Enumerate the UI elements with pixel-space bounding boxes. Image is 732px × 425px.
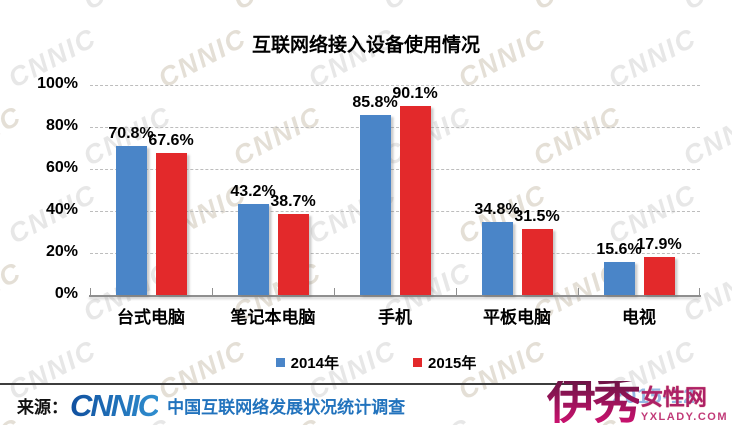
legend-swatch [275, 357, 285, 367]
x-axis-line [89, 295, 701, 297]
category-label: 台式电脑 [117, 308, 185, 327]
gridline [90, 127, 700, 128]
bar-2015年 [277, 213, 309, 295]
y-axis-label: 20% [45, 243, 78, 260]
category-label: 平板电脑 [483, 308, 551, 327]
bar-value-label: 43.2% [230, 183, 276, 201]
watermark-text: CNNIC [528, 0, 627, 17]
bar-value-label: 17.9% [636, 236, 682, 254]
x-axis-tick [90, 288, 91, 295]
watermark-text: CNNIC [228, 0, 327, 17]
bar-2015年 [521, 228, 553, 295]
footer: 来源： CNNIC 中国互联网络发展状况统计调查 [17, 386, 405, 424]
gridline [90, 85, 700, 86]
bar-2015年 [155, 153, 187, 295]
category-label: 电视 [622, 308, 656, 327]
legend: 2014年 2015年 [10, 351, 732, 373]
bar-value-label: 34.8% [474, 200, 520, 218]
x-axis-tick [212, 288, 213, 295]
bar-value-label: 67.6% [148, 132, 194, 150]
y-axis-label: 60% [45, 159, 78, 176]
bar-value-label: 31.5% [514, 207, 560, 225]
legend-label: 2015年 [428, 354, 477, 372]
watermark-text: CNNIC [378, 0, 477, 17]
bar-2015年 [399, 105, 431, 295]
gridline [90, 253, 700, 254]
y-axis-label: 0% [54, 285, 78, 302]
yxlady-logo-sub: 女性网 [640, 385, 707, 410]
footer-divider [0, 383, 586, 385]
yxlady-logo-domain: YXLADY.COM [640, 411, 728, 423]
watermark-text: CNNIC [0, 0, 27, 17]
bar-value-label: 15.6% [596, 241, 642, 259]
legend-item: 2014年 [275, 352, 339, 373]
bar-2014年 [359, 114, 391, 295]
gridline [90, 211, 700, 212]
bar-value-label: 85.8% [352, 93, 398, 111]
watermark-text: CNNIC [78, 0, 177, 17]
category-label: 手机 [378, 308, 412, 327]
bar-2015年 [643, 257, 675, 295]
y-axis-label: 80% [45, 117, 78, 134]
category-label: 笔记本电脑 [230, 308, 316, 327]
plot-area: 70.8% 67.6% 43.2% 38.7% 85.8% 90.1% 34.8% 31.5%… [89, 84, 701, 297]
faint-date-text: 2015-12 [611, 385, 696, 408]
gridline [90, 169, 700, 170]
yxlady-logo: 伊秀 女性网 YXLADY.COM [546, 374, 728, 425]
bar-value-label: 38.7% [270, 192, 316, 210]
cnnic-logo: CNNIC [70, 387, 160, 423]
x-axis-tick [578, 288, 579, 295]
bar-2014年 [481, 221, 513, 295]
yxlady-logo-main: 伊秀 [546, 374, 642, 425]
yxlady-logo-column: 女性网 YXLADY.COM [640, 385, 728, 424]
bar-2014年 [603, 262, 635, 295]
bar-2014年 [115, 146, 147, 295]
x-axis-tick [456, 288, 457, 295]
y-axis-label: 100% [37, 75, 78, 92]
legend-item: 2015年 [413, 352, 476, 373]
legend-label: 2014年 [290, 354, 339, 372]
legend-swatch [413, 357, 422, 367]
source-text: 中国互联网络发展状况统计调查 [167, 397, 406, 417]
source-label: 来源： [17, 397, 68, 417]
y-axis-label: 40% [45, 201, 78, 218]
bar-value-label: 90.1% [392, 84, 438, 102]
watermark-text: CNNIC [678, 0, 732, 17]
x-axis-tick [699, 288, 700, 295]
bar-2014年 [237, 204, 269, 295]
chart-title: 互联网络接入设备使用情况 [251, 35, 480, 56]
bar-value-label: 70.8% [108, 125, 154, 143]
x-axis-tick [334, 288, 335, 295]
